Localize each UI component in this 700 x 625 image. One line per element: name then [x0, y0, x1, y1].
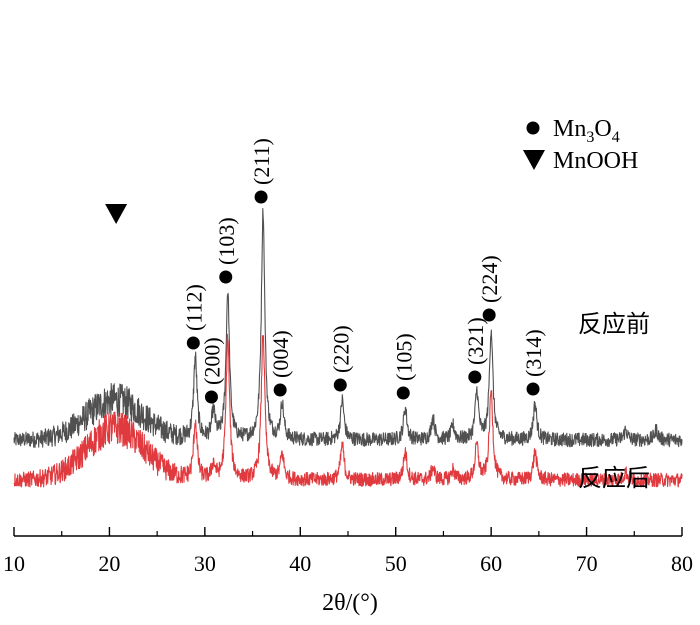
series-label-before: 反应前: [578, 310, 650, 338]
peak-label-112: (112): [181, 284, 206, 331]
x-tick-label: 10: [3, 551, 25, 576]
annotations-layer: (112) (200) (103) (211) (004) (220) (105) (321)…: [105, 138, 546, 404]
peak-label-211: (211): [249, 138, 274, 185]
peak-marker-112: [186, 336, 200, 350]
peak-label-200: (200): [199, 337, 224, 385]
mnooh-marker: [105, 204, 128, 224]
legend-circle-icon: [526, 121, 540, 135]
peak-marker-200: [204, 390, 218, 404]
peak-marker-105: [396, 386, 410, 400]
x-tick-label: 80: [671, 551, 693, 576]
peak-label-220: (220): [328, 325, 353, 373]
legend-mn3o4-label: Mn3O4: [553, 116, 620, 146]
legend-mn3o4-part: O: [594, 116, 611, 142]
x-tick-label: 50: [385, 551, 407, 576]
peak-label-004: (004): [268, 330, 293, 378]
peak-label-314: (314): [521, 329, 546, 377]
peak-marker-321: [468, 370, 482, 384]
x-tick-label: 40: [289, 551, 311, 576]
peak-marker-224: [482, 308, 496, 322]
peak-marker-220: [333, 378, 347, 392]
x-tick-label: 20: [98, 551, 120, 576]
x-tick-label: 60: [480, 551, 502, 576]
series-line-after: [13, 333, 683, 488]
legend-mnooh-label: MnOOH: [553, 148, 638, 174]
peak-label-321: (321): [463, 317, 488, 365]
legend-triangle-icon: [523, 150, 545, 170]
peak-marker-314: [526, 382, 540, 396]
x-axis: 10 20 30 40 50 60 70 80 2θ/(°): [3, 527, 693, 616]
peak-marker-211: [254, 190, 268, 204]
x-tick-label: 30: [194, 551, 216, 576]
series-line-before: [13, 207, 683, 449]
legend-mn3o4-part: 4: [612, 129, 620, 146]
peak-marker-004: [273, 383, 287, 397]
legend-mn3o4-part: 3: [586, 129, 594, 146]
peak-label-224: (224): [477, 255, 502, 303]
peak-marker-103: [219, 270, 233, 284]
peak-label-105: (105): [391, 333, 416, 381]
legend-mn3o4-part: Mn: [553, 116, 586, 142]
x-axis-title: 2θ/(°): [322, 590, 378, 616]
peak-label-103: (103): [214, 217, 239, 265]
series-label-after: 反应后: [578, 464, 650, 492]
x-tick-label: 70: [576, 551, 598, 576]
